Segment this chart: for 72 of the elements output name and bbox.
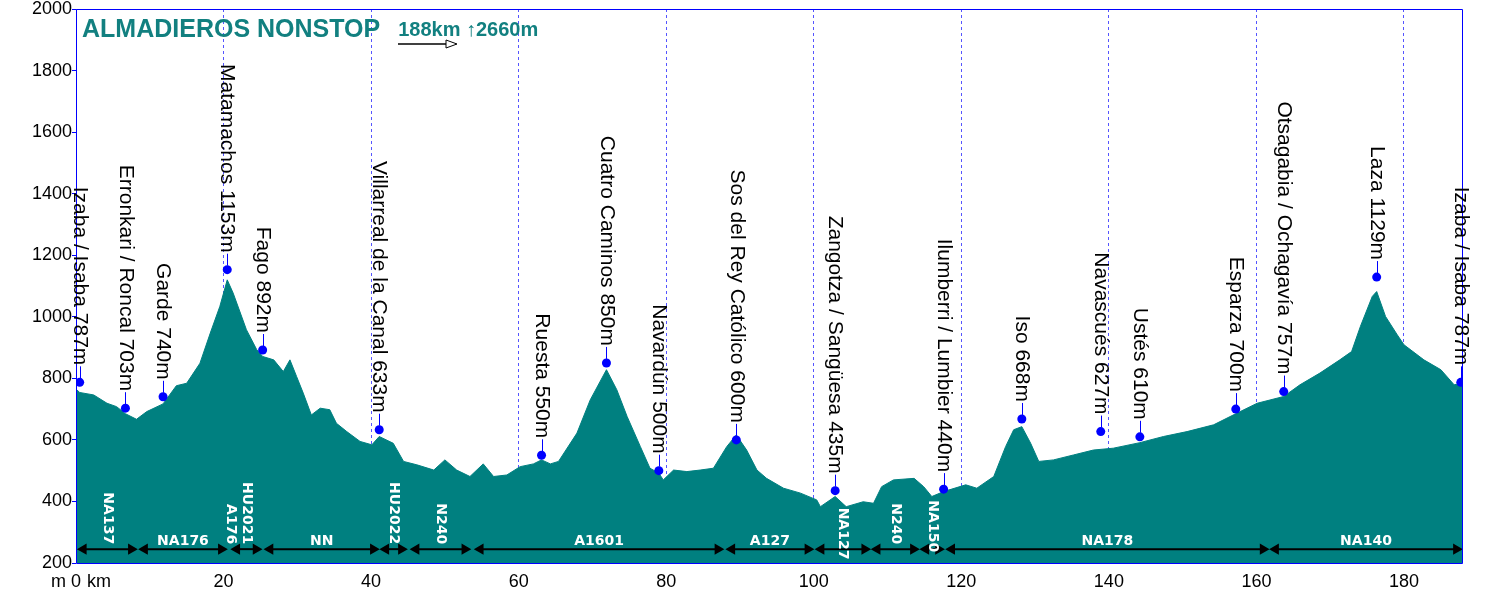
annotation: A176 <box>223 504 240 545</box>
x-tick-label: 140 <box>1093 570 1124 591</box>
data-label: Otsagabia / Ochagavía 757m <box>1273 101 1297 375</box>
chart-title: ALMADIEROS NONSTOP <box>82 14 381 42</box>
point <box>654 466 664 476</box>
point <box>120 403 130 413</box>
data-label: Garde 740m <box>153 263 177 380</box>
data-label: Sos del Rey Católico 600m <box>726 169 750 423</box>
point <box>731 435 741 445</box>
point <box>374 425 384 435</box>
data-label: Erronkari / Roncal 703m <box>115 164 139 392</box>
point <box>830 486 840 496</box>
x-axis-title: km <box>87 570 112 591</box>
data-label: Laza 1129m <box>1366 146 1390 261</box>
text: HU2022 <box>386 482 403 545</box>
x-tick-label: 80 <box>656 570 677 591</box>
point <box>939 484 949 494</box>
y-tick-label: 1600 <box>31 121 72 142</box>
data-label: Navascués 627m <box>1090 252 1114 415</box>
point <box>1017 414 1027 424</box>
point <box>537 450 547 460</box>
y-tick-label: 1400 <box>31 182 72 203</box>
y-axis-title: m <box>51 570 66 591</box>
data-label: Fago 892m <box>252 226 276 334</box>
y-tick-label: 600 <box>41 428 72 449</box>
point <box>601 358 611 368</box>
data-label: Cuatro Caminos 850m <box>596 135 620 346</box>
x-tick-label: 60 <box>508 570 529 591</box>
x-tick-label: 40 <box>361 570 382 591</box>
data-label: Ilumberri / Lumbier 440m <box>933 238 957 473</box>
point <box>1372 272 1382 282</box>
point <box>1135 432 1145 442</box>
point <box>1096 427 1106 437</box>
data-label: Ruesta 550m <box>531 313 555 439</box>
data-label: Matamachos 1153m <box>217 63 241 253</box>
point <box>222 265 232 275</box>
point <box>1231 404 1241 414</box>
point <box>258 345 268 355</box>
x-tick-label: 100 <box>798 570 829 591</box>
text: HU2021 <box>239 482 256 545</box>
y-tick-label: 400 <box>41 490 72 511</box>
data-label: Izaba / Isaba 787m <box>1450 186 1474 366</box>
x-tick-label: 20 <box>213 570 234 591</box>
series-label: A1601 <box>574 532 624 549</box>
x-tick-label: 120 <box>946 570 977 591</box>
chart-subtitle: 188km ↑2660m <box>398 18 539 40</box>
series-label: NN <box>309 532 334 549</box>
point <box>158 392 168 402</box>
y-tick-label: 2000 <box>31 0 72 18</box>
series-label: NA176 <box>157 532 209 549</box>
point <box>76 377 85 387</box>
y-tick-label: 800 <box>41 367 72 388</box>
data-label: Zangotza / Sangüesa 435m <box>825 215 849 474</box>
data-label: Iso 668m <box>1012 315 1036 402</box>
y-tick-label: 200 <box>41 551 72 572</box>
data-label: Ustés 610m <box>1130 307 1154 420</box>
series-label: NA178 <box>1081 532 1134 549</box>
x-tick-label: 0 <box>70 570 82 591</box>
data-label: Esparza 700m <box>1225 256 1249 393</box>
y-tick-label: 1800 <box>31 59 72 80</box>
x-tick-label: 160 <box>1241 570 1272 591</box>
x-tick-label: 180 <box>1388 570 1419 591</box>
series-label: NA140 <box>1340 532 1393 549</box>
text: NA137 <box>100 492 117 545</box>
text: N240 <box>433 503 450 545</box>
series-label: A127 <box>749 532 790 549</box>
text: N240 <box>888 503 905 545</box>
y-tick-label: 1200 <box>31 244 72 265</box>
data-label: Villarreal de la Canal 633m <box>369 160 393 413</box>
point <box>1279 387 1289 397</box>
data-label: Navardún 500m <box>649 304 673 454</box>
text: NA127 <box>836 507 853 560</box>
